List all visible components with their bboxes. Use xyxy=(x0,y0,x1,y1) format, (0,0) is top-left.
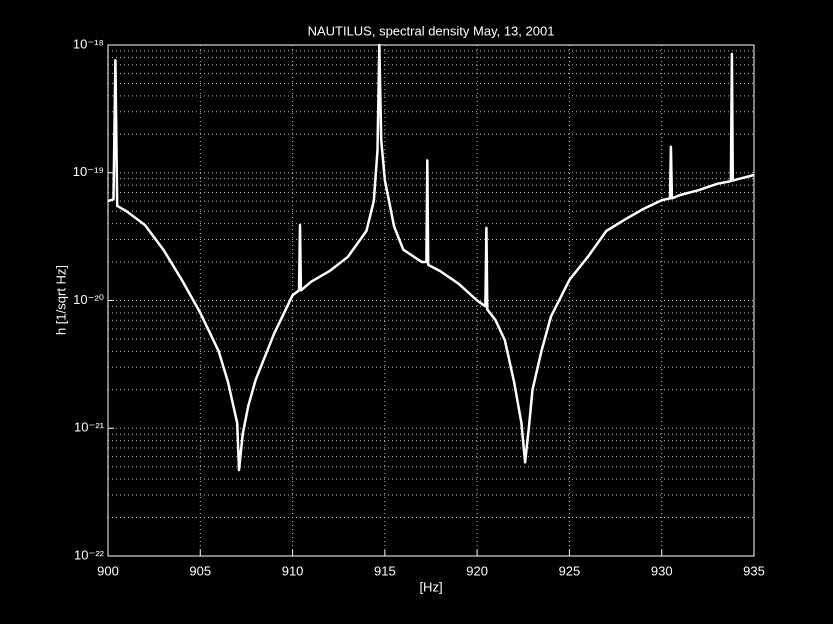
plot-frame xyxy=(107,44,755,557)
x-tick-label: 930 xyxy=(651,563,673,578)
x-tick-label: 900 xyxy=(97,563,119,578)
x-tick-label: 905 xyxy=(189,563,211,578)
chart-title: NAUTILUS, spectral density May, 13, 2001 xyxy=(308,23,555,38)
y-tick-label: 10⁻¹⁸ xyxy=(73,36,104,51)
y-tick-label: 10⁻¹⁹ xyxy=(73,164,104,179)
y-tick-label: 10⁻²² xyxy=(74,547,105,562)
data-line xyxy=(107,43,755,472)
x-tick-label: 915 xyxy=(374,563,396,578)
x-tick-label: 925 xyxy=(559,563,581,578)
x-tick-label: 910 xyxy=(282,563,304,578)
x-tick-label: 920 xyxy=(466,563,488,578)
y-tick-label: 10⁻²¹ xyxy=(74,420,105,435)
x-axis-label: [Hz] xyxy=(419,579,442,594)
y-tick-label: 10⁻²⁰ xyxy=(73,292,104,307)
y-axis-label: h [1/sqrt Hz] xyxy=(53,265,68,335)
x-tick-label: 935 xyxy=(743,563,765,578)
